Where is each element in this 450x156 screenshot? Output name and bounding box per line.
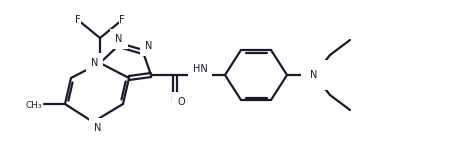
Text: N: N — [310, 70, 318, 80]
Text: F: F — [75, 15, 81, 25]
Text: N: N — [94, 123, 101, 133]
Text: N: N — [90, 58, 98, 68]
Text: HN: HN — [193, 64, 207, 74]
Text: CH₃: CH₃ — [25, 100, 42, 110]
Text: N: N — [115, 34, 123, 44]
Text: F: F — [119, 15, 125, 25]
Text: N: N — [145, 41, 153, 51]
Text: O: O — [177, 97, 184, 107]
